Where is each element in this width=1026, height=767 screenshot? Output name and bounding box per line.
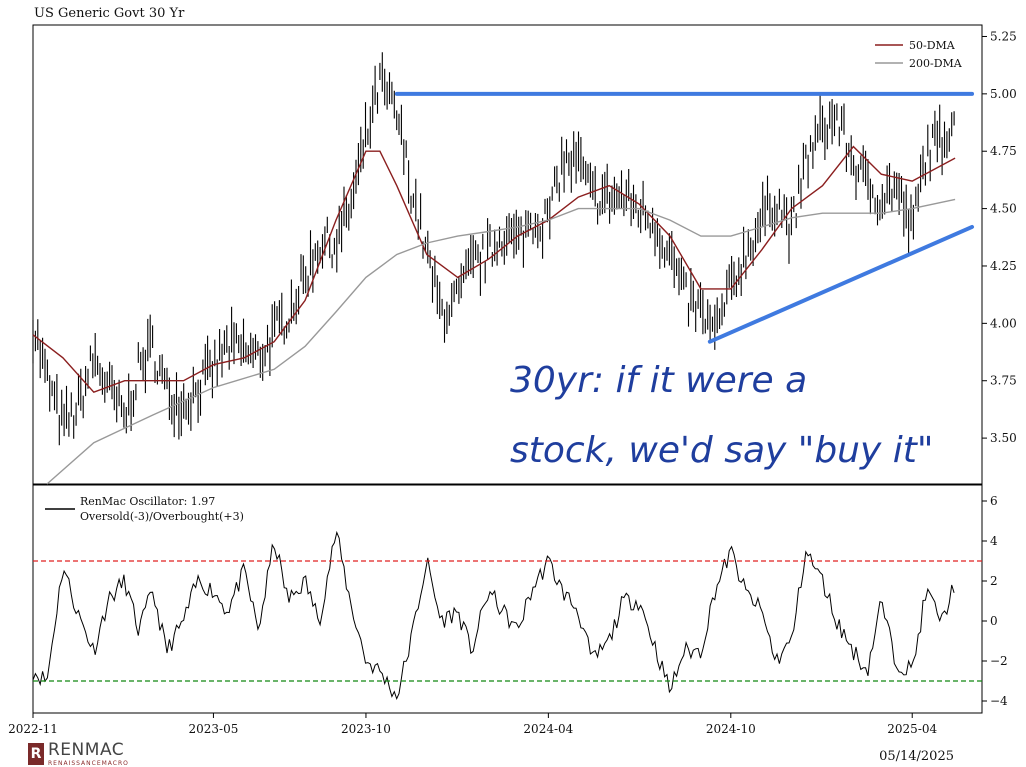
bottom-y-tick-label: 0 [990, 614, 998, 628]
bottom-legend-label: RenMac Oscillator: 1.97 [80, 495, 215, 508]
bottom-y-tick-label: 6 [990, 494, 998, 508]
top-y-tick-label: 4.25 [990, 259, 1017, 273]
bottom-panel-frame [32, 484, 983, 714]
annotation-line-2: stock, we'd say "buy it" [510, 430, 933, 471]
top-y-tick-label: 4.50 [990, 202, 1017, 216]
logo-subtitle: RENAISSANCEMACRO [48, 760, 129, 767]
bottom-y-tick-label: −2 [990, 654, 1008, 668]
top-legend-label: 200-DMA [909, 57, 963, 70]
logo-name: RENMAC [48, 740, 125, 760]
price-bars [32, 52, 955, 446]
dma200-line [46, 198, 956, 485]
renmac-logo: R RENMAC RENAISSANCEMACRO [28, 740, 129, 767]
top-y-tick-label: 3.50 [990, 431, 1017, 445]
dma50-line [32, 145, 956, 394]
bottom-legend-label: Oversold(-3)/Overbought(+3) [80, 510, 244, 523]
support-line [707, 224, 975, 344]
top-panel-frame [32, 24, 983, 485]
annotation-line-1: 30yr: if it were a [510, 360, 807, 401]
x-tick-label: 2022-11 [8, 722, 58, 736]
x-tick-label: 2023-10 [341, 722, 391, 736]
bottom-y-tick-label: 2 [990, 574, 998, 588]
chart-title: US Generic Govt 30 Yr [34, 6, 185, 21]
top-y-tick-label: 5.25 [990, 29, 1017, 43]
x-tick-label: 2023-05 [188, 722, 238, 736]
bottom-y-tick-label: 4 [990, 534, 998, 548]
top-y-tick-label: 5.00 [990, 87, 1017, 101]
x-tick-label: 2024-10 [706, 722, 756, 736]
top-y-tick-label: 4.75 [990, 144, 1017, 158]
x-tick-label: 2024-04 [523, 722, 573, 736]
bottom-y-tick-label: −4 [990, 694, 1008, 708]
top-y-tick-label: 3.75 [990, 374, 1017, 388]
oscillator-line [32, 530, 955, 701]
top-y-tick-label: 4.00 [990, 316, 1017, 330]
top-legend-label: 50-DMA [909, 39, 956, 52]
x-tick-label: 2025-04 [887, 722, 937, 736]
logo-mark: R [28, 742, 44, 765]
as-of-date: 05/14/2025 [879, 749, 954, 764]
